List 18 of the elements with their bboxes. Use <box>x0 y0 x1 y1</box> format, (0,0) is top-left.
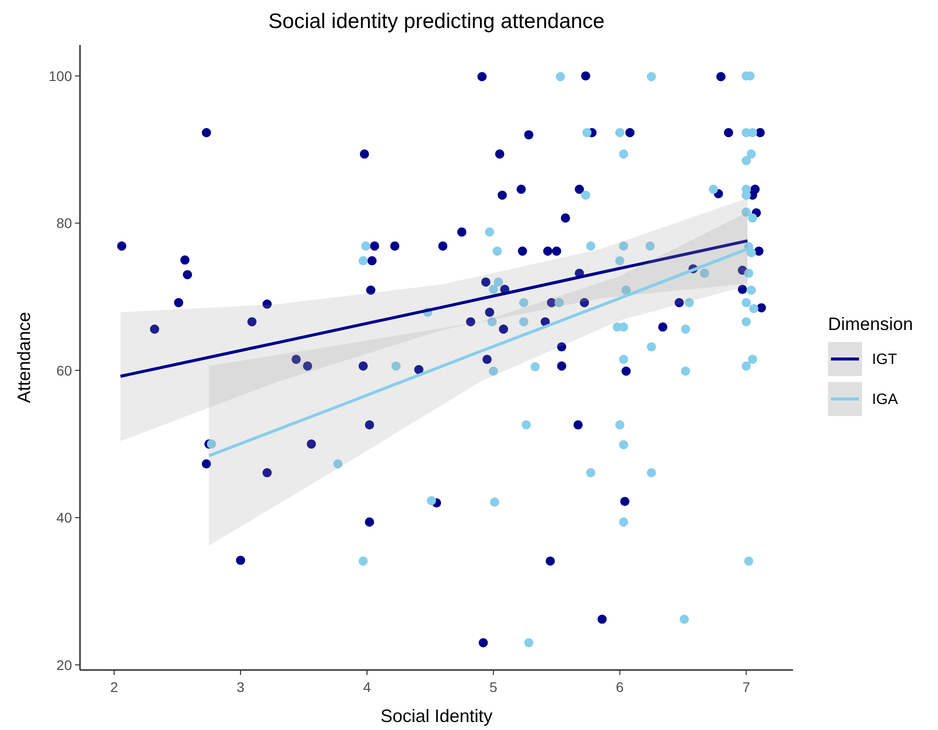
x-tick-label: 3 <box>236 679 245 695</box>
x-tick-label: 6 <box>616 679 624 695</box>
legend-label: IGT <box>872 351 897 368</box>
x-tick-label: 7 <box>742 679 750 695</box>
line-series <box>118 239 749 378</box>
legend-title: Dimension <box>828 314 914 334</box>
x-tick-label: 2 <box>110 679 118 695</box>
y-axis-title: Attendance <box>14 312 34 404</box>
y-tick-label: 20 <box>56 656 72 673</box>
y-tick-label: 100 <box>48 68 72 84</box>
x-axis-title: Social Identity <box>380 706 493 726</box>
x-tick-label: 4 <box>363 679 372 695</box>
x-tick-label: 5 <box>489 679 498 695</box>
chart-title: Social identity predicting attendance <box>268 10 605 33</box>
y-tick-label: 60 <box>56 362 72 378</box>
legend-label: IGA <box>872 391 898 408</box>
y-tick-label: 40 <box>56 510 72 526</box>
y-tick-label: 80 <box>56 215 72 232</box>
